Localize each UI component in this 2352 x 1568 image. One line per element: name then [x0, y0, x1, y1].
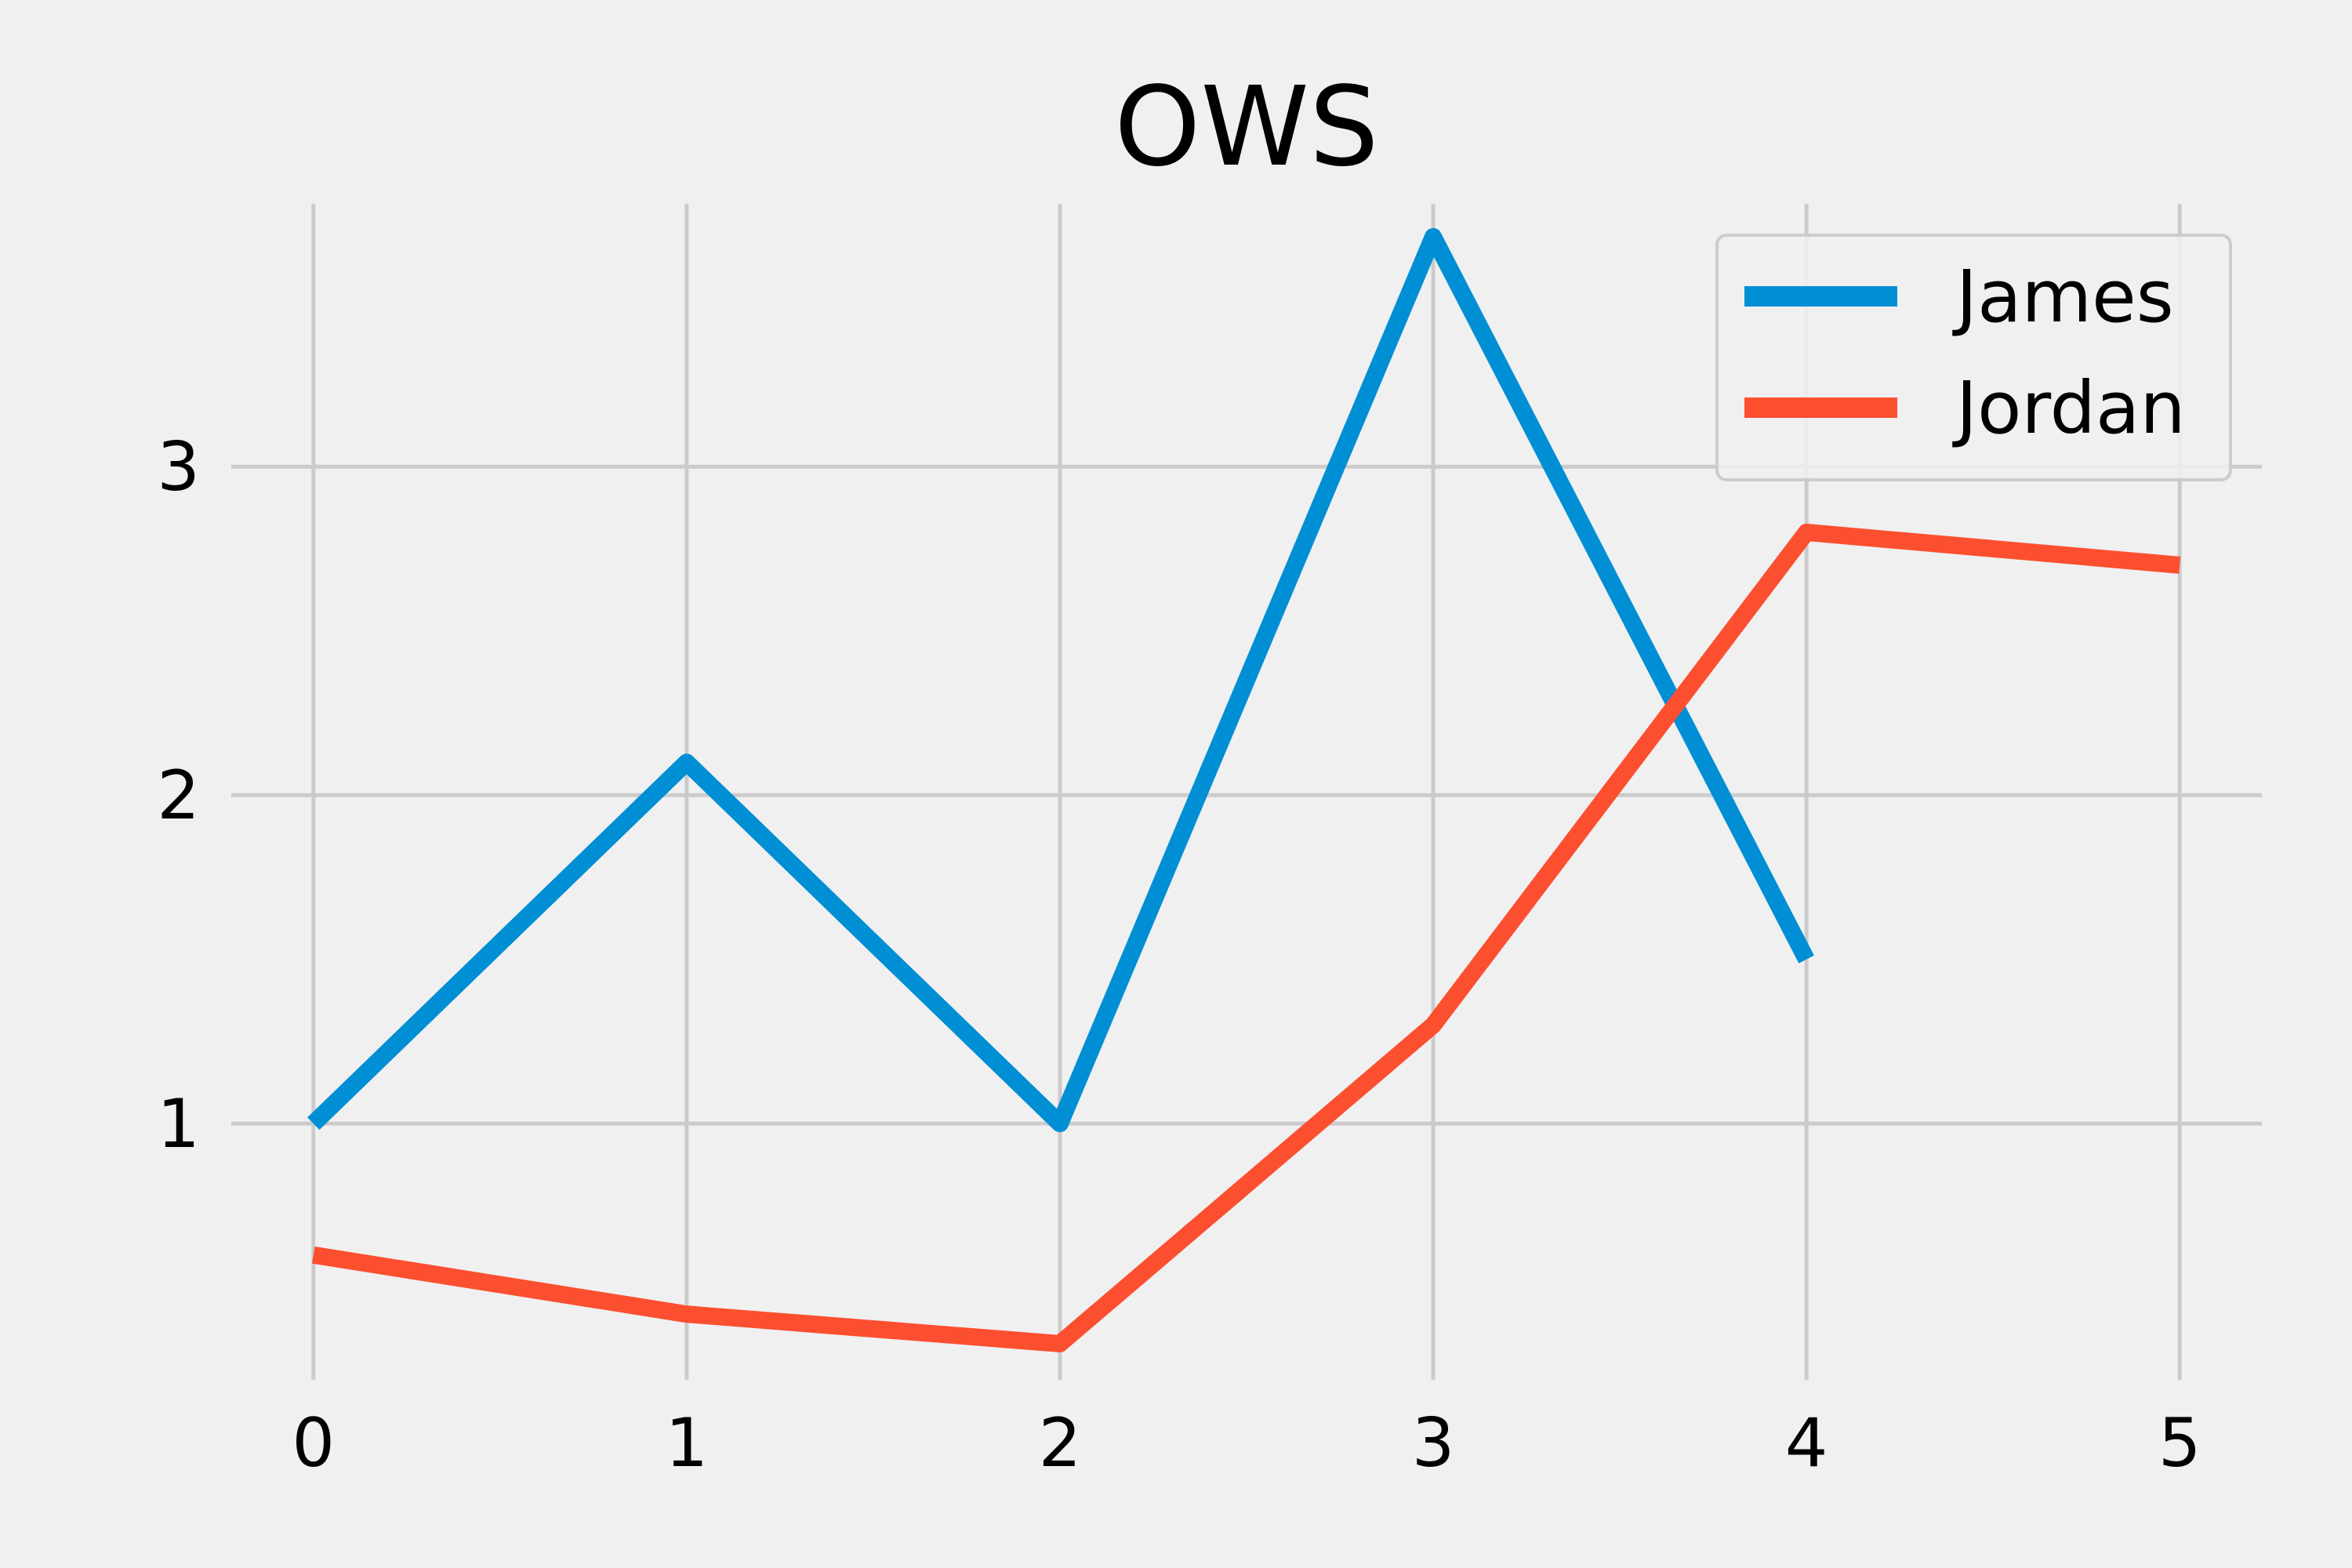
y-tick-label: 1 — [157, 1085, 200, 1163]
x-tick-label: 4 — [1785, 1404, 1828, 1483]
series-line-james — [307, 227, 1814, 1133]
chart-title: OWS — [1114, 64, 1379, 191]
legend: James Jordan — [1715, 234, 2232, 481]
x-tick-label: 5 — [2158, 1404, 2201, 1483]
y-tick-label: 2 — [157, 757, 200, 835]
series-layer — [307, 227, 2181, 1352]
x-tick-label: 3 — [1412, 1404, 1455, 1483]
x-tick-label: 0 — [292, 1404, 335, 1483]
x-tick-label: 1 — [665, 1404, 708, 1483]
series-line-jordan — [312, 523, 2181, 1352]
legend-label-james: James — [1952, 255, 2174, 339]
x-tick-label: 2 — [1039, 1404, 1082, 1483]
y-tick-label: 3 — [157, 428, 200, 506]
tick-labels: 0 1 2 3 4 5 1 2 3 — [157, 428, 2201, 1483]
legend-label-jordan: Jordan — [1952, 366, 2186, 450]
